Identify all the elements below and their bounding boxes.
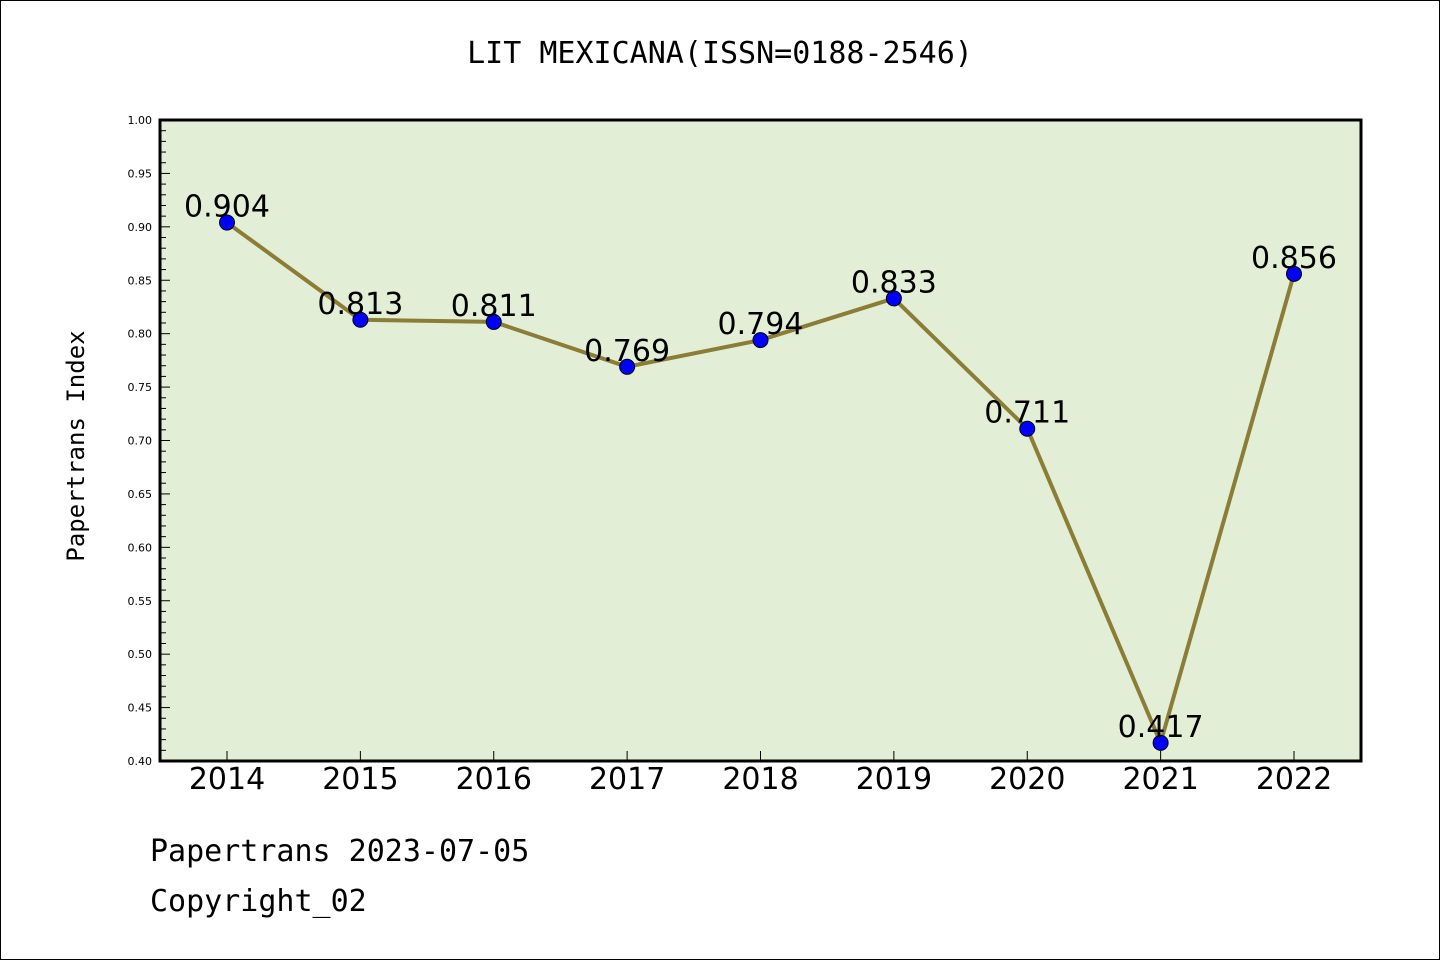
y-tick-label: 0.70 xyxy=(128,435,153,448)
data-label: 0.904 xyxy=(184,190,270,225)
y-tick-label: 0.75 xyxy=(128,381,153,394)
data-label: 0.769 xyxy=(584,334,670,369)
y-tick-label: 0.90 xyxy=(128,221,153,234)
data-label: 0.711 xyxy=(984,396,1070,431)
y-tick-label: 0.60 xyxy=(128,541,153,554)
y-tick-label: 0.45 xyxy=(128,702,153,715)
plot-area xyxy=(160,120,1361,761)
data-point xyxy=(485,313,502,330)
data-markers xyxy=(219,214,1302,751)
y-tick-label: 0.65 xyxy=(128,488,153,501)
x-tick-label: 2020 xyxy=(989,762,1065,797)
data-point xyxy=(885,290,902,307)
data-label: 0.813 xyxy=(317,287,403,322)
x-axis: 2014 2015 2016 2017 2018 2019 2020 2021 2022 xyxy=(189,751,1332,797)
footer-date: Papertrans 2023-07-05 xyxy=(150,834,530,869)
data-point xyxy=(219,214,235,231)
data-point xyxy=(752,332,769,349)
x-tick-label: 2015 xyxy=(322,762,398,797)
data-labels: 0.904 0.813 0.811 0.769 0.794 0.833 0.711 0.417… xyxy=(184,190,1337,745)
data-point xyxy=(1286,265,1302,282)
data-point xyxy=(1152,734,1169,751)
data-label: 0.417 xyxy=(1118,710,1204,745)
data-point xyxy=(1019,420,1036,437)
data-point xyxy=(619,358,636,375)
x-tick-label: 2017 xyxy=(589,762,665,797)
plot-border xyxy=(158,118,1363,763)
x-tick-label: 2016 xyxy=(456,762,532,797)
x-tick-label: 2022 xyxy=(1256,762,1332,797)
x-tick-label: 2019 xyxy=(856,762,932,797)
data-label: 0.811 xyxy=(451,289,537,324)
y-tick-label: 0.80 xyxy=(128,328,153,341)
x-tick-label: 2014 xyxy=(189,762,265,797)
y-tick-label: 1.00 xyxy=(128,114,153,127)
y-tick-label: 0.85 xyxy=(128,274,153,287)
chart-title: LIT MEXICANA(ISSN=0188-2546) xyxy=(467,36,973,71)
data-label: 0.794 xyxy=(718,307,804,342)
x-tick-label: 2021 xyxy=(1122,762,1198,797)
y-tick-label: 0.50 xyxy=(128,648,153,661)
data-label: 0.833 xyxy=(851,265,937,300)
footer-copyright: Copyright_02 xyxy=(150,884,367,919)
y-tick-label: 0.55 xyxy=(128,595,153,608)
y-tick-label: 0.40 xyxy=(128,755,153,768)
y-tick-label: 0.95 xyxy=(128,167,153,180)
data-label: 0.856 xyxy=(1251,241,1337,276)
x-tick-label: 2018 xyxy=(722,762,798,797)
data-point xyxy=(352,311,369,328)
